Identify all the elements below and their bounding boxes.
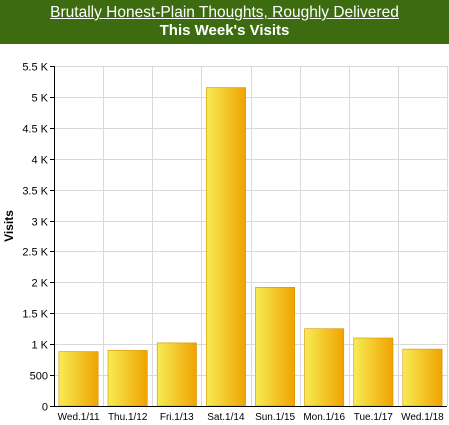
x-tick-label: Fri.1/13 (160, 412, 194, 423)
x-tick-label: Thu.1/12 (108, 412, 148, 423)
bar-Wed.1/18[interactable] (402, 348, 443, 407)
bars (58, 87, 443, 407)
y-tick-label: 500 (30, 371, 48, 383)
y-tick-label: 0 (42, 402, 48, 414)
y-tick-label: 5 K (31, 93, 48, 105)
x-tick-label: Wed.1/11 (58, 412, 100, 423)
y-tick-label: 3.5 K (22, 186, 48, 198)
y-tick-label: 1.5 K (22, 309, 48, 321)
y-tick-label: 1 K (31, 340, 48, 352)
x-tick-label: Sun.1/15 (255, 412, 295, 423)
bar-Sun.1/15[interactable] (255, 287, 295, 407)
bar-Tue.1/17[interactable] (353, 337, 394, 407)
bar-Thu.1/12[interactable] (107, 350, 148, 407)
bar-Sat.1/14[interactable] (206, 87, 246, 407)
y-tick-label: 4.5 K (22, 124, 48, 136)
x-tick-label: Wed.1/18 (401, 412, 444, 423)
bar-Wed.1/11[interactable] (58, 351, 99, 407)
chart-header: Brutally Honest-Plain Thoughts, Roughly … (0, 0, 449, 44)
blog-title-link[interactable]: Brutally Honest-Plain Thoughts, Roughly … (50, 4, 399, 21)
x-tick-labels: Wed.1/11 Thu.1/12 Fri.1/13 Sat.1/14 Sun.1/15… (58, 412, 444, 423)
visits-bar-chart: 0 500 1 K 1.5 K 2 K 2.5 K 3 K 3.5 K 4 K 4.5 K 5 K 5… (2, 62, 448, 423)
grid-lines (54, 66, 448, 406)
y-tick-labels: 0 500 1 K 1.5 K 2 K 2.5 K 3 K 3.5 K 4 K 4.5 K 5 K 5… (22, 62, 48, 414)
y-tick-label: 3 K (31, 217, 48, 229)
bar-Mon.1/16[interactable] (304, 328, 345, 407)
x-tick-label: Sat.1/14 (207, 412, 245, 423)
x-tick-label: Tue.1/17 (354, 412, 394, 423)
axes (50, 66, 447, 407)
x-tick-label: Mon.1/16 (303, 412, 345, 423)
y-tick-label: 2.5 K (22, 247, 48, 259)
y-tick-label: 5.5 K (22, 62, 48, 74)
bar-Fri.1/13[interactable] (156, 342, 197, 407)
chart-title: This Week's Visits (159, 22, 290, 39)
y-tick-label: 2 K (31, 278, 48, 290)
y-axis-label: Visits (2, 210, 16, 242)
y-tick-label: 4 K (31, 155, 48, 167)
